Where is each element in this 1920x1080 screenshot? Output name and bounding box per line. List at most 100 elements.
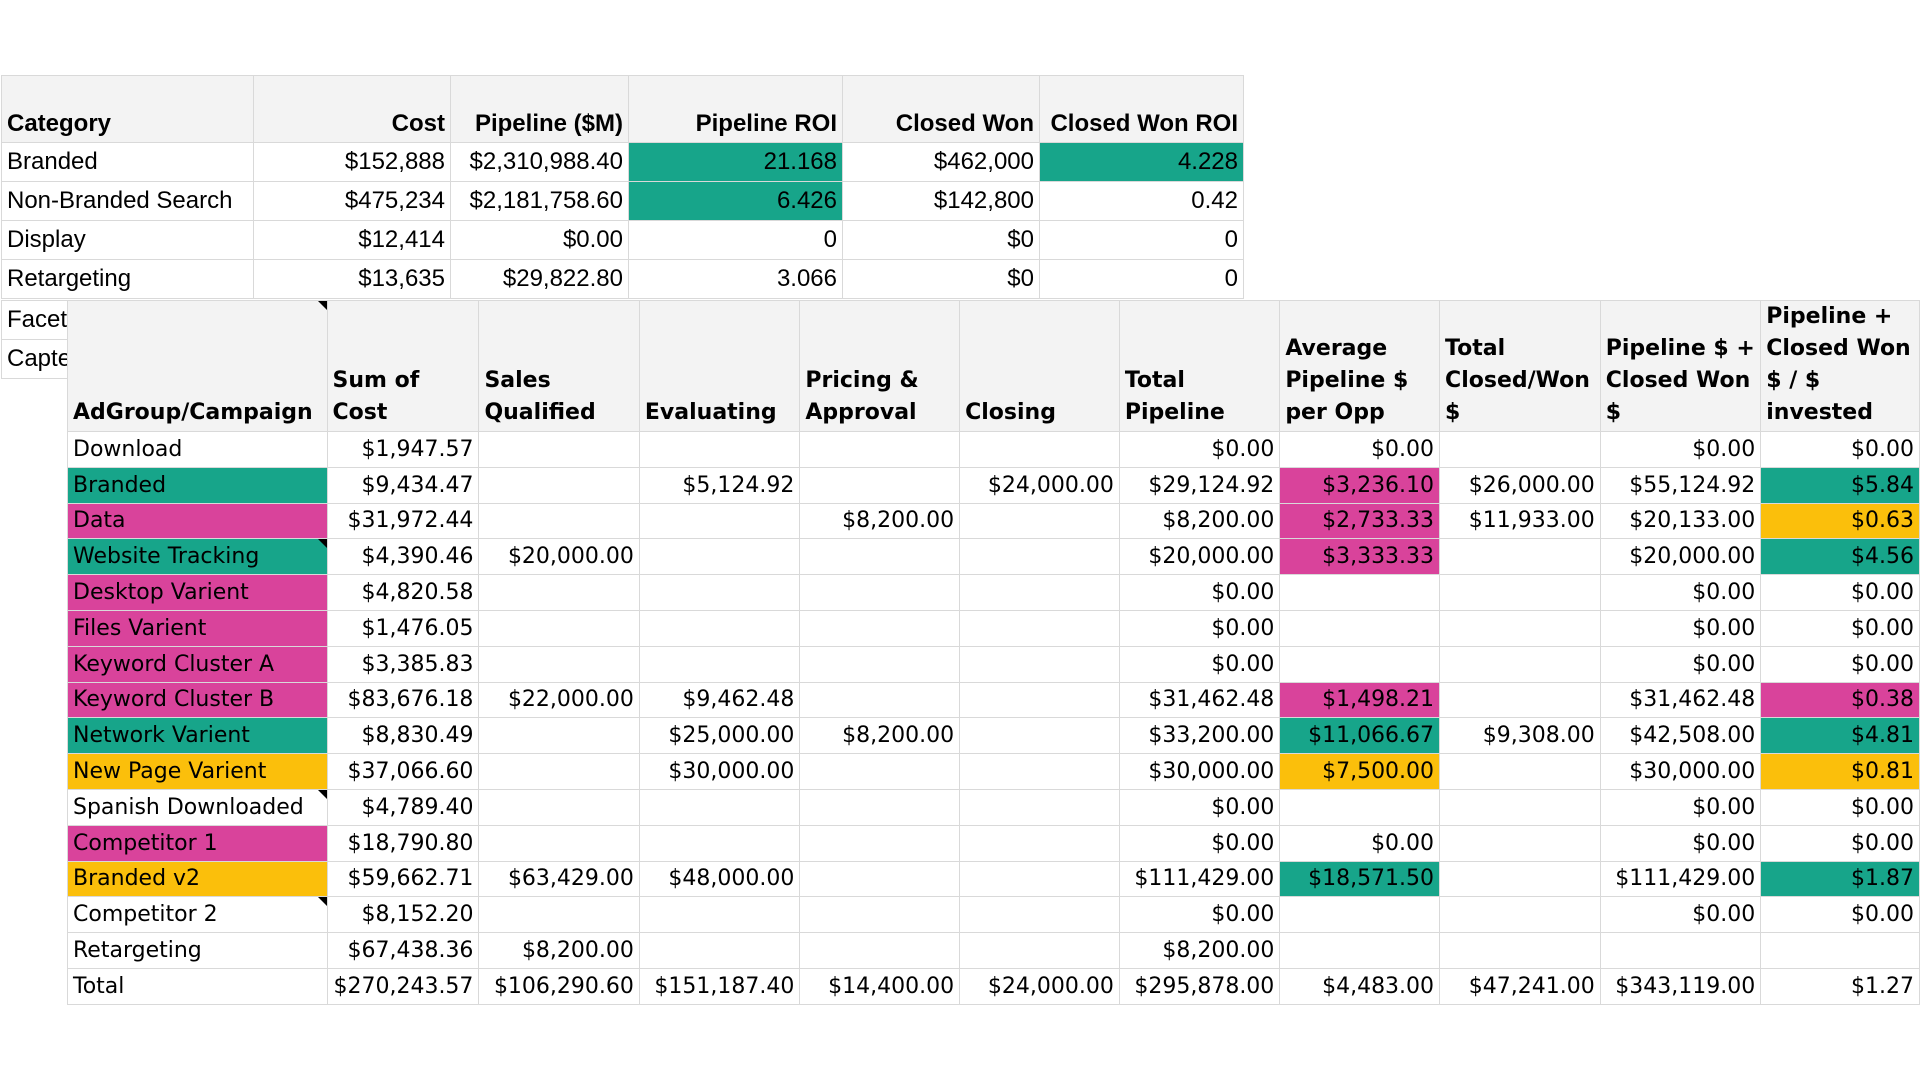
- cell-eval[interactable]: [638, 431, 801, 468]
- cell-eval[interactable]: [638, 788, 801, 826]
- cell-closing[interactable]: [959, 431, 1120, 468]
- cell-cost[interactable]: $9,434.47: [326, 466, 480, 504]
- cell-pcw[interactable]: $55,124.92: [1599, 466, 1762, 504]
- header-adgroup-campaign[interactable]: AdGroup/Campaign: [67, 300, 328, 432]
- cell-won[interactable]: [1439, 860, 1601, 898]
- cell-campaign-name[interactable]: Branded: [67, 466, 328, 504]
- cell-sq[interactable]: [478, 788, 640, 826]
- cell-pcw[interactable]: $42,508.00: [1599, 717, 1762, 755]
- header-evaluating[interactable]: Evaluating: [638, 300, 801, 432]
- cell-avg[interactable]: $0.00: [1279, 824, 1441, 862]
- cell-cost[interactable]: $4,789.40: [326, 788, 480, 826]
- cell-avg[interactable]: [1279, 574, 1441, 611]
- cell-avg[interactable]: $2,733.33: [1279, 502, 1441, 540]
- cell-closing[interactable]: [959, 788, 1120, 826]
- cell-campaign-name[interactable]: Website Tracking: [67, 538, 328, 576]
- cell-avg[interactable]: $1,498.21: [1279, 681, 1441, 719]
- cell-category[interactable]: Branded: [1, 142, 254, 182]
- cell-won[interactable]: $9,308.00: [1439, 717, 1601, 755]
- cell-pipeline[interactable]: $29,822.80: [450, 259, 629, 299]
- cell-eval[interactable]: [638, 609, 801, 647]
- cell-eval[interactable]: [638, 502, 801, 540]
- cell-eval[interactable]: [638, 932, 801, 969]
- cell-pcw[interactable]: $0.00: [1599, 431, 1762, 468]
- cell-closed-won-roi[interactable]: 0: [1039, 259, 1244, 299]
- cell-sq[interactable]: [478, 753, 640, 790]
- cell-cost[interactable]: $31,972.44: [326, 502, 480, 540]
- cell-sq[interactable]: [478, 609, 640, 647]
- cell-total[interactable]: $0.00: [1118, 788, 1281, 826]
- cell-cost[interactable]: $4,390.46: [326, 538, 480, 576]
- cell-closing[interactable]: [959, 574, 1120, 611]
- cell-avg[interactable]: $3,333.33: [1279, 538, 1441, 576]
- cell-pipeline-roi[interactable]: 3.066: [628, 259, 843, 299]
- cell-avg[interactable]: [1279, 788, 1441, 826]
- cell-roi[interactable]: [1760, 932, 1920, 969]
- cell-won[interactable]: [1439, 609, 1601, 647]
- cell-closing[interactable]: [959, 860, 1120, 898]
- cell-won[interactable]: [1439, 788, 1601, 826]
- cell-won[interactable]: $26,000.00: [1439, 466, 1601, 504]
- cell-closing[interactable]: $24,000.00: [959, 466, 1120, 504]
- cell-pipeline[interactable]: $2,181,758.60: [450, 181, 629, 221]
- cell-pipeline-roi[interactable]: 0: [628, 220, 843, 260]
- cell-won[interactable]: [1439, 932, 1601, 969]
- cell-total[interactable]: $31,462.48: [1118, 681, 1281, 719]
- cell-sq[interactable]: [478, 896, 640, 934]
- cell-campaign-name[interactable]: Total: [67, 967, 328, 1005]
- cell-campaign-name[interactable]: Desktop Varient: [67, 574, 328, 611]
- cell-campaign-name[interactable]: Files Varient: [67, 609, 328, 647]
- cell-avg[interactable]: [1279, 609, 1441, 647]
- cell-cost[interactable]: $18,790.80: [326, 824, 480, 862]
- cell-won[interactable]: $11,933.00: [1439, 502, 1601, 540]
- cell-pricing[interactable]: [799, 753, 961, 790]
- cell-closed-won[interactable]: $142,800: [842, 181, 1040, 221]
- header-closed-won-roi[interactable]: Closed Won ROI: [1039, 75, 1244, 143]
- cell-category[interactable]: Retargeting: [1, 259, 254, 299]
- cell-pricing[interactable]: [799, 788, 961, 826]
- cell-pcw[interactable]: $31,462.48: [1599, 681, 1762, 719]
- cell-campaign-name[interactable]: Branded v2: [67, 860, 328, 898]
- cell-sq[interactable]: [478, 466, 640, 504]
- cell-sq[interactable]: $63,429.00: [478, 860, 640, 898]
- cell-eval[interactable]: $30,000.00: [638, 753, 801, 790]
- cell-roi[interactable]: $0.00: [1760, 645, 1920, 683]
- cell-pricing[interactable]: $8,200.00: [799, 502, 961, 540]
- cell-total[interactable]: $0.00: [1118, 574, 1281, 611]
- cell-total[interactable]: $20,000.00: [1118, 538, 1281, 576]
- cell-sq[interactable]: $8,200.00: [478, 932, 640, 969]
- cell-campaign-name[interactable]: New Page Varient: [67, 753, 328, 790]
- header-cost[interactable]: Cost: [253, 75, 451, 143]
- cell-pcw[interactable]: $0.00: [1599, 645, 1762, 683]
- cell-sq[interactable]: [478, 502, 640, 540]
- cell-pcw[interactable]: $111,429.00: [1599, 860, 1762, 898]
- cell-avg[interactable]: $3,236.10: [1279, 466, 1441, 504]
- cell-sq[interactable]: [478, 824, 640, 862]
- header-average-pipeline-per-opp[interactable]: Average Pipeline $ per Opp: [1279, 300, 1441, 432]
- cell-closing[interactable]: $24,000.00: [959, 967, 1120, 1005]
- cell-closed-won[interactable]: $0: [842, 220, 1040, 260]
- cell-cost[interactable]: $8,152.20: [326, 896, 480, 934]
- cell-roi[interactable]: $0.81: [1760, 753, 1920, 790]
- cell-roi[interactable]: $0.00: [1760, 896, 1920, 934]
- cell-pcw[interactable]: $0.00: [1599, 574, 1762, 611]
- cell-avg[interactable]: [1279, 932, 1441, 969]
- cell-won[interactable]: [1439, 538, 1601, 576]
- cell-pricing[interactable]: [799, 824, 961, 862]
- cell-total[interactable]: $0.00: [1118, 645, 1281, 683]
- cell-sq[interactable]: $20,000.00: [478, 538, 640, 576]
- cell-pcw[interactable]: $30,000.00: [1599, 753, 1762, 790]
- cell-won[interactable]: [1439, 753, 1601, 790]
- cell-pricing[interactable]: [799, 932, 961, 969]
- cell-eval[interactable]: $151,187.40: [638, 967, 801, 1005]
- cell-avg[interactable]: [1279, 645, 1441, 683]
- cell-campaign-name[interactable]: Spanish Downloaded: [67, 788, 328, 826]
- cell-cost[interactable]: $8,830.49: [326, 717, 480, 755]
- cell-closing[interactable]: [959, 932, 1120, 969]
- cell-campaign-name[interactable]: Retargeting: [67, 932, 328, 969]
- cell-closed-won[interactable]: $462,000: [842, 142, 1040, 182]
- cell-pricing[interactable]: [799, 681, 961, 719]
- cell-won[interactable]: [1439, 431, 1601, 468]
- cell-pipeline-roi[interactable]: 21.168: [628, 142, 843, 182]
- cell-pcw[interactable]: $0.00: [1599, 609, 1762, 647]
